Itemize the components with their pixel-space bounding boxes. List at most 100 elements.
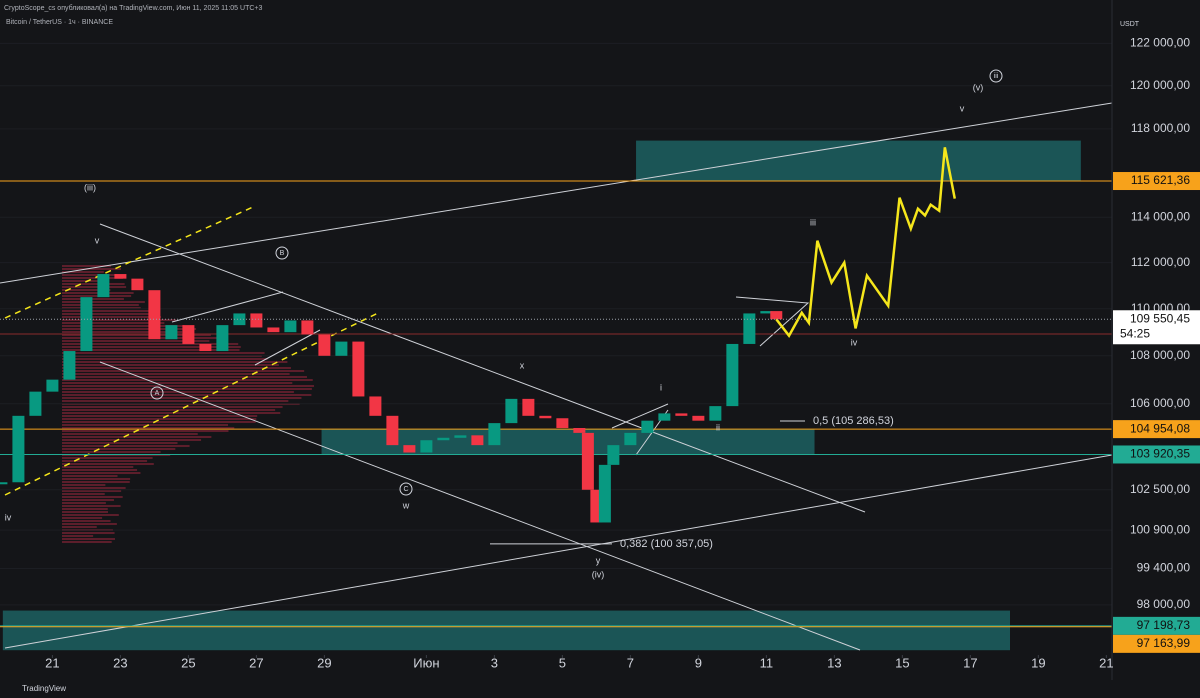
footer	[0, 680, 1200, 698]
volume-profile	[62, 313, 150, 315]
zone	[636, 140, 1081, 182]
volume-profile	[62, 265, 112, 267]
volume-profile	[62, 316, 162, 318]
volume-profile	[62, 460, 148, 462]
wave-label: (v)	[973, 82, 984, 92]
symbol: Bitcoin / TetherUS · 1ч · BINANCE	[6, 19, 113, 26]
candle	[598, 464, 611, 523]
candle	[522, 398, 535, 416]
x-tick-label: 13	[827, 655, 841, 670]
x-tick-label: 15	[895, 655, 909, 670]
x-tick-label: 5	[559, 655, 566, 670]
volume-profile	[62, 424, 229, 426]
volume-profile	[62, 352, 265, 354]
volume-profile	[62, 400, 289, 402]
candle	[148, 290, 161, 340]
wave-circle	[989, 69, 1003, 83]
volume-profile	[62, 430, 229, 432]
volume-profile	[62, 349, 240, 351]
candle	[658, 413, 671, 421]
y-tick-label: 114 000,00	[1131, 209, 1190, 223]
candle	[97, 274, 110, 298]
volume-profile	[62, 295, 132, 297]
candle	[46, 379, 59, 392]
volume-profile	[62, 397, 302, 399]
volume-profile	[62, 481, 130, 483]
y-tick-label: 108 000,00	[1130, 348, 1190, 362]
level-label: 97 163,99	[1137, 636, 1191, 650]
wave-label: v	[960, 103, 965, 113]
wedge-line	[611, 403, 669, 429]
candle	[573, 427, 586, 433]
volume-profile	[62, 514, 119, 516]
volume-profile	[62, 478, 131, 480]
x-tick-label: 3	[491, 655, 498, 670]
volume-profile	[62, 511, 109, 513]
y-tick-label: 99 400,00	[1137, 561, 1191, 575]
candle	[318, 334, 331, 356]
candle	[420, 440, 433, 453]
volume-profile	[62, 364, 279, 366]
volume-profile	[62, 370, 305, 372]
candle	[403, 445, 416, 453]
volume-profile	[62, 508, 108, 510]
volume-profile	[62, 382, 293, 384]
wave-circle	[399, 482, 413, 496]
volume-profile	[62, 472, 141, 474]
wave-label: iii	[810, 217, 816, 227]
volume-profile	[62, 541, 112, 543]
wave-label: iv	[851, 337, 858, 347]
candle	[165, 325, 178, 340]
volume-profile	[62, 280, 104, 282]
volume-profile	[62, 367, 291, 369]
volume-profile	[62, 322, 165, 324]
volume-profile	[62, 418, 257, 420]
volume-profile	[62, 298, 124, 300]
projection-line	[775, 147, 956, 338]
candle	[233, 313, 246, 326]
candle	[216, 325, 229, 352]
volume-profile	[62, 415, 258, 417]
trend-line	[99, 223, 866, 513]
candle	[624, 432, 637, 446]
level-box	[1113, 445, 1200, 464]
candle	[284, 320, 297, 333]
level-box	[1113, 616, 1200, 635]
level-box	[1113, 420, 1200, 439]
volume-profile	[62, 526, 97, 528]
volume-profile	[62, 274, 118, 276]
candle	[743, 313, 756, 344]
volume-profile	[62, 457, 153, 459]
volume-profile	[62, 277, 123, 279]
candle	[352, 341, 365, 397]
x-tick-label: 21	[1099, 655, 1113, 670]
channel-line	[4, 206, 254, 319]
volume-profile	[62, 505, 121, 507]
candle	[692, 415, 705, 421]
x-tick-label: 27	[249, 655, 263, 670]
trend-line	[0, 102, 1113, 284]
volume-profile	[62, 502, 106, 504]
wave-label: A	[155, 390, 160, 397]
candle	[770, 311, 783, 320]
candle	[581, 432, 594, 490]
candle	[386, 415, 399, 446]
candle	[301, 320, 314, 335]
volume-profile	[62, 451, 161, 453]
volume-profile	[62, 304, 139, 306]
level-box	[1113, 634, 1200, 653]
footer-logo: TradingView	[22, 684, 66, 693]
volume-profile	[62, 499, 114, 501]
level-label: 115 621,36	[1131, 173, 1190, 187]
x-tick-label: 29	[317, 655, 331, 670]
candle	[0, 482, 8, 485]
volume-profile	[62, 421, 256, 423]
y-tick-label: 100 900,00	[1130, 522, 1190, 536]
volume-profile	[62, 538, 116, 540]
volume-profile	[62, 520, 111, 522]
candle	[131, 278, 144, 291]
trend-line	[99, 361, 861, 651]
volume-profile	[62, 307, 141, 309]
x-tick-label: 17	[963, 655, 977, 670]
volume-profile	[62, 490, 122, 492]
